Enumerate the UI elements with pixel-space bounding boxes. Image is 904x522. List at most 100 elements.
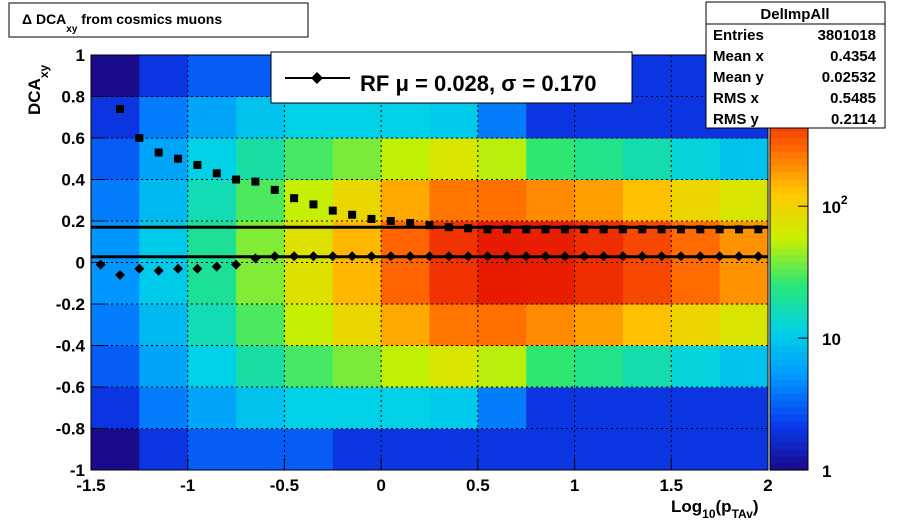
heatmap-cell <box>622 262 672 305</box>
heatmap-cell <box>381 179 430 222</box>
rms-marker <box>696 225 705 234</box>
heatmap-cell <box>187 179 237 222</box>
heatmap-cell <box>671 262 721 305</box>
heatmap-cell <box>187 304 237 346</box>
y-tick-label: 0.6 <box>61 129 85 148</box>
heatmap-cell <box>671 345 721 388</box>
mean-marker <box>153 265 164 276</box>
heatmap-cell <box>622 179 672 222</box>
rms-marker <box>715 225 724 234</box>
rms-marker <box>406 219 415 228</box>
heatmap-cell <box>671 428 721 471</box>
colorbar-step <box>770 186 808 194</box>
mean-marker <box>521 251 532 262</box>
colorbar-step <box>770 331 808 340</box>
y-tick-label: -1 <box>70 461 85 480</box>
z-tick-label: 102 <box>822 193 848 217</box>
mean-marker <box>385 251 396 262</box>
rms-marker <box>560 225 569 234</box>
heatmap-cell <box>574 179 624 222</box>
heatmap-cell <box>139 96 189 139</box>
colorbar-step <box>770 131 808 139</box>
colorbar-step <box>770 400 808 409</box>
heatmap-cell <box>236 179 285 222</box>
heatmap-cell <box>574 428 624 471</box>
heatmap-cell <box>719 138 769 180</box>
rms-marker <box>154 148 163 157</box>
rms-marker <box>483 225 492 234</box>
colorbar-step <box>770 324 808 333</box>
y-tick-label: -0.2 <box>56 295 85 314</box>
colorbar-step <box>770 407 808 416</box>
heatmap-cell <box>284 345 334 388</box>
heatmap-cell <box>429 138 479 180</box>
heatmap-cell <box>671 179 721 222</box>
heatmap-cell <box>332 387 382 429</box>
heatmap-cell <box>719 428 769 471</box>
stats-key: RMS x <box>713 90 760 107</box>
colorbar-step <box>770 352 808 360</box>
heatmap-cell <box>429 262 479 305</box>
stats-value: 0.4354 <box>830 48 877 65</box>
heatmap-cell <box>477 179 527 222</box>
overlay: -1.5 -1 -0.5 0 0.5 1 1.5 2-1-0.8-0.6-0.4-0.200.… <box>56 46 848 495</box>
colorbar-step <box>770 414 808 423</box>
heatmap-cell <box>526 262 576 305</box>
mean-marker <box>211 261 222 272</box>
rms-marker <box>444 223 453 232</box>
mean-marker <box>656 251 667 262</box>
mean-marker <box>482 251 493 262</box>
mean-marker <box>695 251 706 262</box>
heatmap-cell <box>284 304 334 346</box>
rms-marker <box>386 217 395 225</box>
heatmap-cell <box>139 179 189 222</box>
heatmap-cell <box>671 138 721 180</box>
colorbar-step <box>770 138 808 146</box>
stats-value: 0.2114 <box>831 111 877 128</box>
rms-marker <box>522 225 531 234</box>
x-tick-label: 1 <box>570 476 579 495</box>
heatmap-cell <box>91 96 140 139</box>
rms-marker <box>135 134 144 142</box>
z-tick-exponent: 2 <box>841 193 848 207</box>
z-tick-text: 1 <box>822 462 831 481</box>
rms-marker <box>328 206 337 215</box>
mean-marker <box>308 251 319 262</box>
mean-marker <box>733 251 744 262</box>
colorbar-step <box>770 144 808 153</box>
rms-marker <box>464 224 473 233</box>
heatmap-cell <box>622 345 672 388</box>
heatmap-cell <box>671 387 721 429</box>
colorbar-step <box>770 317 808 326</box>
colorbar-step <box>770 193 808 201</box>
x-tick-label: 0.5 <box>466 476 490 495</box>
rms-marker <box>174 154 183 163</box>
mean-marker <box>675 251 686 262</box>
mean-marker <box>405 251 416 262</box>
mean-marker <box>579 251 590 262</box>
stats-title: DelImpAll <box>760 6 829 23</box>
y-tick-label: 0.8 <box>61 88 85 107</box>
mean-marker <box>366 251 377 262</box>
mean-marker <box>753 251 764 262</box>
heatmap-cell <box>91 138 140 180</box>
rms-marker <box>657 225 666 234</box>
x-tick-label: -1.5 <box>76 476 105 495</box>
heatmap-cell <box>574 345 624 388</box>
colorbar-step <box>770 255 808 264</box>
heatmap-cell <box>429 345 479 388</box>
rms-marker <box>212 169 221 178</box>
colorbar-step <box>770 373 808 381</box>
mean-marker <box>463 251 474 262</box>
heatmap-cell <box>284 428 334 471</box>
mean-marker <box>424 251 435 262</box>
heatmap-cell <box>381 262 430 305</box>
heatmap-cell <box>332 138 382 180</box>
heatmap-cell <box>91 428 140 471</box>
mean-marker <box>617 251 628 262</box>
heatmap-cell <box>381 138 430 180</box>
colorbar-step <box>770 234 808 243</box>
heatmap-cell <box>622 138 672 180</box>
colorbar-step <box>770 207 808 215</box>
